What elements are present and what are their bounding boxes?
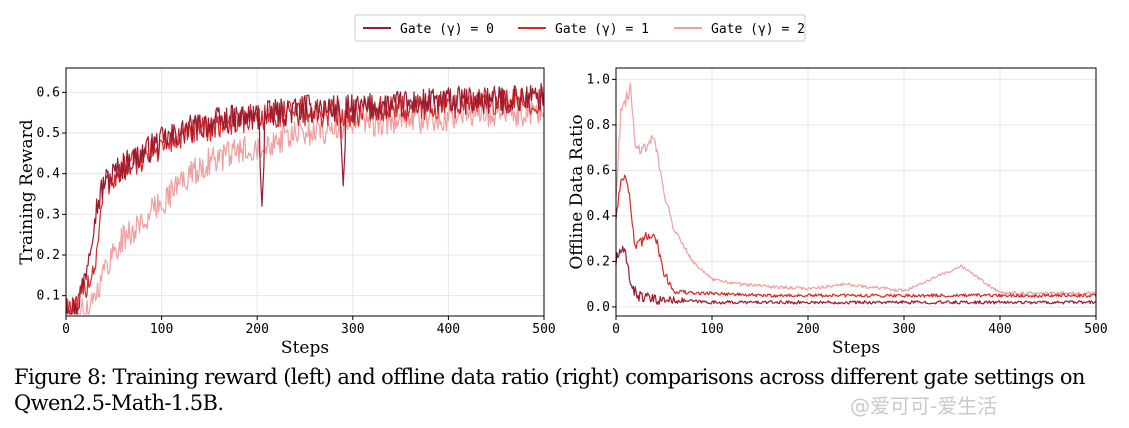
x-axis-label: Steps — [832, 338, 880, 358]
offline-data-ratio-chart: 0 100 200 300 400 500 0.0 0.2 0.4 0.6 0.8 1.0 Steps… — [567, 67, 1108, 358]
plot-frame — [615, 67, 1097, 317]
y-axis-label: Training Reward — [17, 119, 37, 264]
x-tick-label: 500 — [532, 322, 555, 337]
y-tick-label: 0.6 — [37, 85, 60, 100]
y-tick-label: 1.0 — [587, 72, 610, 87]
legend-label-gate2: Gate (γ) = 2 — [711, 22, 805, 37]
y-tick-label: 0.1 — [37, 289, 60, 304]
series-line-gate2 — [65, 98, 545, 315]
y-tick-label: 0.8 — [587, 118, 610, 133]
y-tick-label: 0.5 — [37, 126, 60, 141]
series-line-gate2 — [615, 82, 1097, 296]
y-axis-label: Offline Data Ratio — [567, 114, 587, 269]
y-tick-label: 0.4 — [37, 167, 61, 182]
training-reward-chart: 0 100 200 300 400 500 0.1 0.2 0.3 0.4 0.5 0.6 Steps… — [17, 67, 556, 358]
x-axis-label: Steps — [281, 338, 329, 358]
x-tick-label: 400 — [437, 322, 460, 337]
x-tick-label: 400 — [988, 322, 1011, 337]
series-line-gate0 — [615, 245, 1097, 305]
x-tick-label: 200 — [796, 322, 819, 337]
y-tick-label: 0.3 — [37, 207, 60, 222]
legend-label-gate1: Gate (γ) = 1 — [555, 22, 649, 37]
plot-frame — [65, 67, 545, 317]
series-line-gate1 — [615, 174, 1097, 298]
y-tick-label: 0.2 — [37, 248, 60, 263]
legend-frame — [354, 14, 806, 42]
x-tick-label: 200 — [245, 322, 268, 337]
x-tick-label: 500 — [1084, 322, 1107, 337]
legend: Gate (γ) = 0 Gate (γ) = 1 Gate (γ) = 2 — [354, 14, 806, 42]
watermark: @爱可可-爱生活 — [850, 394, 998, 418]
figure-caption: Figure 8: Training reward (left) and off… — [14, 365, 1085, 415]
y-tick-label: 0.6 — [587, 163, 610, 178]
x-tick-label: 100 — [150, 322, 173, 337]
x-tick-label: 300 — [892, 322, 915, 337]
series-line-gate0 — [65, 82, 545, 315]
figure-canvas: Gate (γ) = 0 Gate (γ) = 1 Gate (γ) = 2 0… — [17, 14, 1108, 358]
x-tick-label: 100 — [700, 322, 723, 337]
x-tick-label: 0 — [612, 322, 620, 337]
x-tick-label: 0 — [62, 322, 70, 337]
y-tick-label: 0.4 — [587, 209, 611, 224]
y-tick-label: 0.0 — [587, 300, 610, 315]
legend-label-gate0: Gate (γ) = 0 — [400, 22, 494, 37]
x-tick-label: 300 — [341, 322, 364, 337]
y-tick-label: 0.2 — [587, 254, 610, 269]
